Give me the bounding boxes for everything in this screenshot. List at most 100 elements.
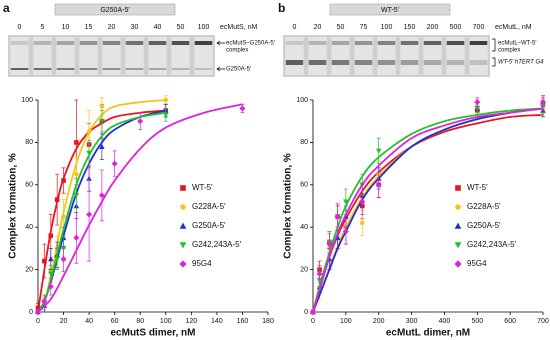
gel-lane xyxy=(400,37,419,75)
x-tick-label: 600 xyxy=(504,318,516,325)
x-tick-label: 400 xyxy=(439,318,451,325)
panel-label: a xyxy=(3,1,10,15)
marker xyxy=(48,271,54,277)
gel-lane xyxy=(285,37,304,75)
marker xyxy=(137,118,144,125)
gel-band xyxy=(10,41,29,45)
lane-label: 50 xyxy=(177,24,185,31)
gel-band xyxy=(79,68,98,70)
gel-band xyxy=(446,41,465,45)
marker xyxy=(35,309,41,315)
lane-label: 500 xyxy=(450,24,462,31)
x-tick-label: 0 xyxy=(36,318,40,325)
lane-label: 0 xyxy=(18,24,22,31)
marker xyxy=(316,270,323,277)
y-tick-label: 100 xyxy=(21,97,33,104)
gel-band xyxy=(10,68,29,70)
legend-marker xyxy=(454,222,462,229)
legend-marker xyxy=(179,222,187,229)
gel-annotation: complex xyxy=(226,48,248,54)
gel-annotation: G250A-5′ xyxy=(226,67,252,73)
gel-band xyxy=(331,60,350,65)
marker xyxy=(74,171,79,177)
gel-lane xyxy=(102,37,121,75)
gel-band xyxy=(377,60,396,65)
gel-title-box xyxy=(54,3,176,16)
lane-label: 150 xyxy=(404,24,416,31)
marker xyxy=(41,298,48,305)
marker xyxy=(310,309,316,315)
gel-band xyxy=(308,60,327,65)
legend-label: G250A-5′ xyxy=(192,221,226,230)
gel-band xyxy=(423,41,442,45)
y-tick-label: 60 xyxy=(300,182,308,189)
marker xyxy=(54,256,60,262)
legend-label: 95G4 xyxy=(192,259,212,268)
marker xyxy=(375,148,382,154)
gel-band xyxy=(400,60,419,65)
gel-band xyxy=(194,68,213,70)
legend-label: G250A-5′ xyxy=(467,221,501,230)
concentration-label: ecMutL, nM xyxy=(495,24,532,31)
legend-marker xyxy=(179,260,187,268)
gel-lane xyxy=(56,37,75,75)
marker xyxy=(239,105,246,112)
gel-title: G250A-5′ xyxy=(100,7,130,14)
marker xyxy=(73,193,80,199)
fit-curve xyxy=(312,107,544,313)
x-tick-label: 140 xyxy=(211,318,223,325)
x-tick-label: 180 xyxy=(262,318,274,325)
gel-band xyxy=(423,60,442,65)
x-axis-label: ecMutS dimer, nM xyxy=(110,328,195,339)
y-tick-label: 20 xyxy=(25,266,33,273)
y-tick-label: 80 xyxy=(300,139,308,146)
gel-band xyxy=(33,41,52,45)
x-tick-label: 500 xyxy=(471,318,483,325)
y-axis-label: Complex formation, % xyxy=(283,153,294,259)
x-tick-label: 60 xyxy=(111,318,119,325)
gel-band xyxy=(102,68,121,70)
gel-lane xyxy=(33,37,52,75)
marker xyxy=(163,97,169,103)
legend-marker xyxy=(179,242,187,249)
gel-title-box xyxy=(329,3,451,16)
gel-band xyxy=(33,68,52,70)
legend-label: G228A-5′ xyxy=(192,202,226,211)
gel-lane xyxy=(377,37,396,75)
marker xyxy=(474,106,481,112)
legend-label: G242,243A-5′ xyxy=(467,240,517,249)
x-tick-label: 300 xyxy=(406,318,418,325)
marker xyxy=(326,241,333,248)
gel-band xyxy=(194,41,213,45)
gel-lane xyxy=(308,37,327,75)
bracket xyxy=(492,57,496,67)
lane-label: 30 xyxy=(131,24,139,31)
x-tick-label: 700 xyxy=(537,318,549,325)
gel-title: WT-5′ xyxy=(381,7,400,14)
y-tick-label: 80 xyxy=(25,139,33,146)
gel-lane xyxy=(125,37,144,75)
marker xyxy=(47,283,54,290)
marker xyxy=(359,198,366,205)
fit-curve xyxy=(312,107,544,313)
marker xyxy=(99,143,105,149)
x-axis-label: ecMutL dimer, nM xyxy=(386,328,470,339)
gel-lane xyxy=(354,37,373,75)
legend-marker xyxy=(180,185,186,191)
arrow xyxy=(216,66,225,72)
lane-label: 200 xyxy=(427,24,439,31)
x-tick-label: 40 xyxy=(85,318,93,325)
lane-label: 0 xyxy=(293,24,297,31)
y-tick-label: 60 xyxy=(25,182,33,189)
gel-band xyxy=(125,68,144,70)
gel-band xyxy=(148,41,167,45)
y-tick-label: 20 xyxy=(300,266,308,273)
x-tick-label: 20 xyxy=(60,318,68,325)
y-tick-label: 100 xyxy=(296,97,308,104)
marker xyxy=(54,197,60,202)
gel-band xyxy=(285,41,304,45)
marker xyxy=(61,178,66,183)
legend-label: 95G4 xyxy=(467,259,487,268)
y-tick-label: 0 xyxy=(304,309,308,316)
marker xyxy=(60,256,67,262)
